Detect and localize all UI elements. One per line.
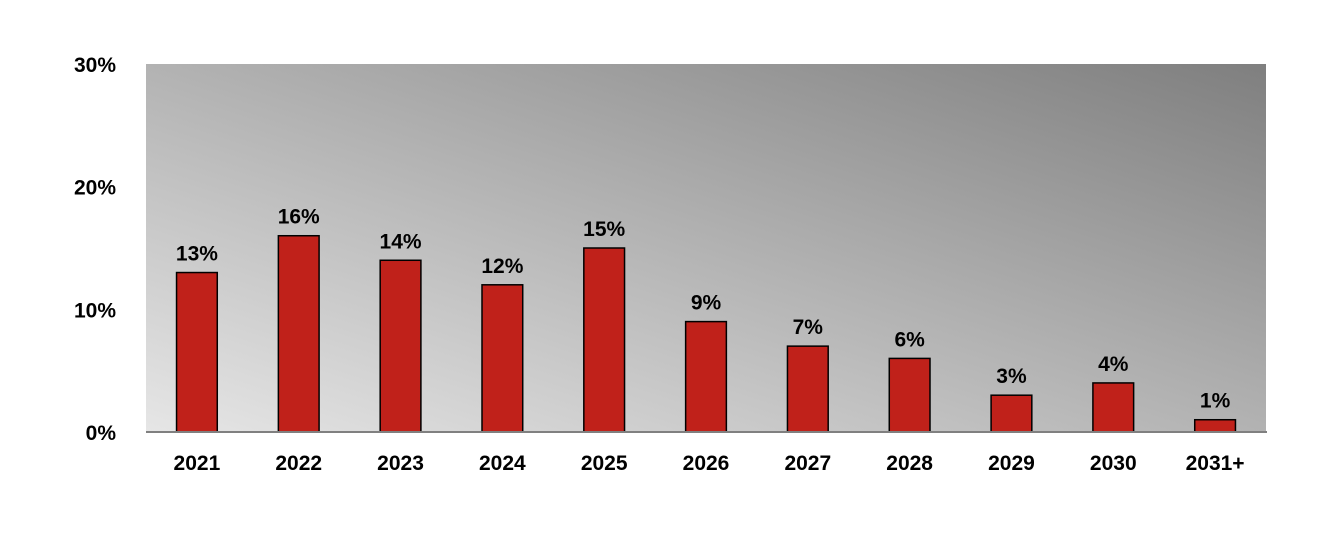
x-tick-label-2029: 2029 [988,452,1035,475]
bar-2026 [684,320,728,433]
data-label-2021: 13% [176,243,218,266]
data-label-2027: 7% [793,316,824,339]
bar-2029 [990,394,1033,433]
bar-2021 [175,271,219,433]
data-label-2022: 16% [278,206,320,229]
bar-2023 [379,259,422,433]
x-tick-label-2024: 2024 [479,452,526,475]
bar-2028 [888,357,931,433]
bar-2024 [481,284,524,433]
data-label-2031+: 1% [1200,390,1231,413]
data-label-2023: 14% [380,230,422,253]
x-tick-label-2028: 2028 [886,452,933,475]
data-label-2029: 3% [996,365,1027,388]
bar-2030 [1092,382,1135,433]
bar-2031+ [1193,418,1237,433]
x-tick-label-2023: 2023 [377,452,424,475]
x-tick-label-2021: 2021 [174,452,221,475]
data-label-2030: 4% [1098,353,1129,376]
x-tick-label-2026: 2026 [683,452,730,475]
data-label-2025: 15% [583,218,625,241]
y-tick-label-30: 30% [74,54,116,77]
bar-2027 [786,345,829,433]
y-tick-label-0: 0% [86,422,117,445]
y-tick-label-10: 10% [74,299,116,322]
bar-2022 [277,234,320,433]
x-tick-label-2025: 2025 [581,452,628,475]
x-tick-label-2027: 2027 [784,452,831,475]
x-tick-label-2022: 2022 [275,452,322,475]
bar-2025 [583,247,626,433]
data-label-2026: 9% [691,292,722,315]
data-label-2024: 12% [481,255,523,278]
data-label-2028: 6% [894,328,925,351]
x-tick-label-2030: 2030 [1090,452,1137,475]
y-tick-label-20: 20% [74,177,116,200]
x-tick-label-2031+: 2031+ [1186,452,1245,475]
